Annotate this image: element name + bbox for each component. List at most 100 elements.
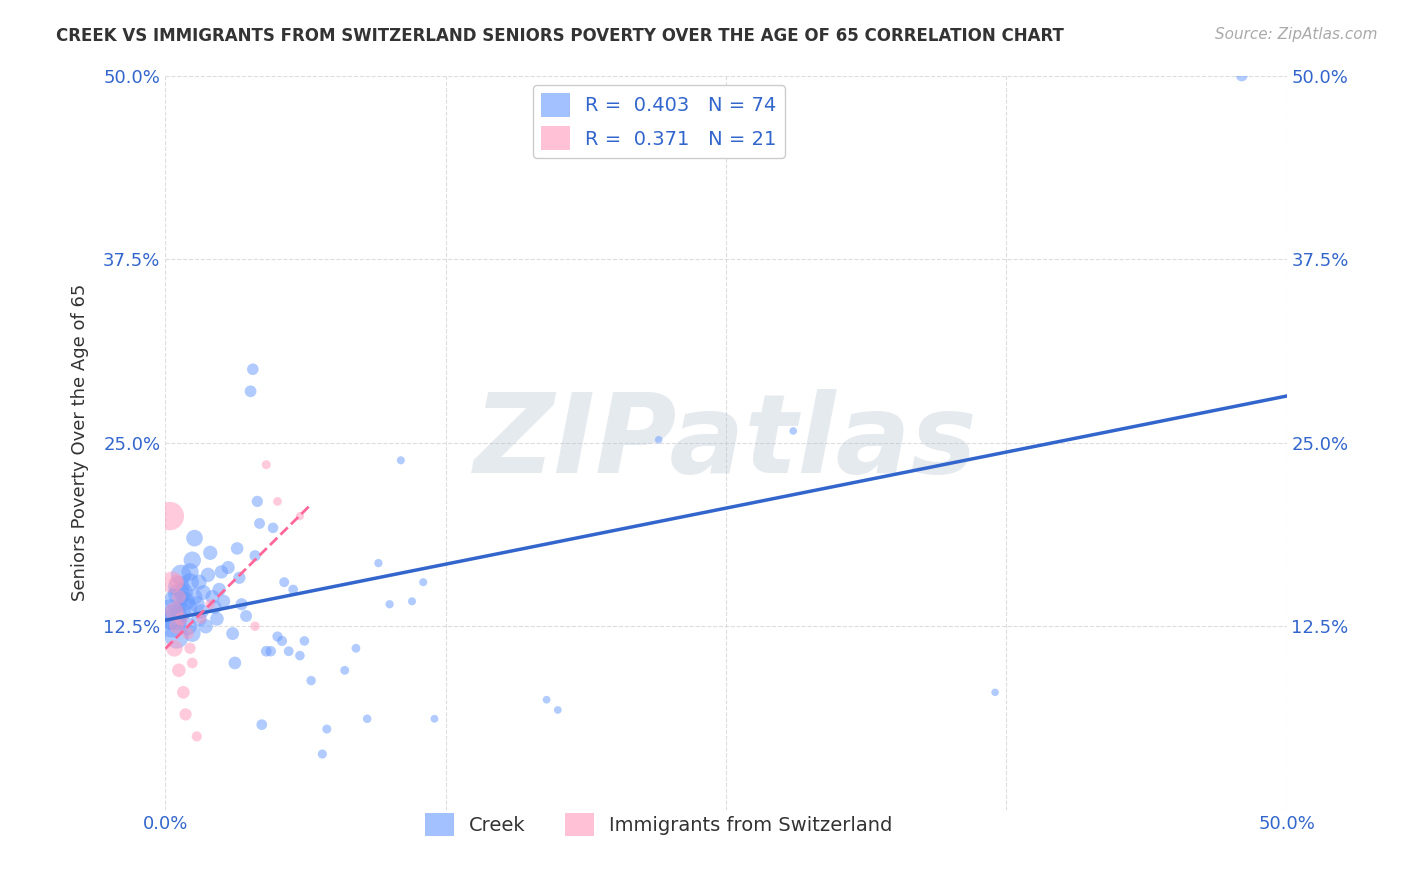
Point (177, 600, 200, 615)
Point (177, 619, 200, 633)
Point (243, 619, 266, 633)
Point (273, 575, 295, 590)
Point (200, 546, 222, 560)
Point (356, 712, 378, 726)
Point (177, 626, 200, 640)
Point (167, 580, 190, 594)
Legend: Creek, Immigrants from Switzerland: Creek, Immigrants from Switzerland (416, 805, 901, 844)
Point (315, 722, 337, 736)
Point (782, 424, 804, 438)
Point (183, 590, 205, 604)
Point (266, 494, 288, 508)
Point (174, 594, 197, 608)
Point (221, 626, 243, 640)
Point (547, 703, 569, 717)
Point (170, 567, 193, 582)
Point (212, 594, 235, 608)
Point (159, 509, 181, 524)
Point (243, 549, 266, 563)
Point (271, 634, 294, 648)
Point (188, 575, 211, 590)
Point (159, 607, 181, 622)
Point (181, 553, 204, 567)
Point (160, 616, 183, 631)
Point (170, 612, 193, 626)
Y-axis label: Seniors Poverty Over the Age of 65: Seniors Poverty Over the Age of 65 (72, 284, 89, 601)
Point (190, 605, 212, 619)
Point (217, 560, 239, 574)
Point (172, 585, 194, 599)
Point (423, 712, 446, 726)
Point (174, 707, 197, 722)
Point (208, 582, 231, 597)
Point (190, 612, 212, 626)
Text: ZIPatlas: ZIPatlas (474, 389, 977, 496)
Point (200, 597, 222, 611)
Point (163, 641, 186, 656)
Point (194, 619, 217, 633)
Point (344, 641, 367, 656)
Point (647, 433, 669, 447)
Point (197, 567, 219, 582)
Point (288, 648, 311, 663)
Point (333, 663, 356, 677)
Point (186, 597, 208, 611)
Point (984, 685, 1007, 699)
Point (186, 730, 208, 744)
Text: Source: ZipAtlas.com: Source: ZipAtlas.com (1215, 27, 1378, 42)
Point (205, 612, 228, 626)
Point (193, 585, 215, 599)
Point (254, 458, 277, 472)
Point (167, 587, 190, 601)
Point (167, 663, 190, 677)
Point (181, 656, 204, 670)
Point (262, 521, 284, 535)
Point (209, 565, 232, 579)
Point (412, 575, 434, 590)
Point (246, 494, 269, 508)
Point (389, 453, 412, 467)
Point (163, 605, 186, 619)
Point (166, 592, 188, 607)
Point (235, 609, 257, 624)
Point (283, 582, 305, 597)
Point (166, 630, 188, 644)
Point (228, 571, 250, 585)
Point (204, 600, 226, 615)
Point (167, 590, 190, 604)
Point (183, 531, 205, 545)
Point (292, 634, 315, 648)
Point (172, 685, 194, 699)
Point (163, 610, 186, 624)
Point (160, 575, 183, 590)
Text: CREEK VS IMMIGRANTS FROM SWITZERLAND SENIORS POVERTY OVER THE AGE OF 65 CORRELAT: CREEK VS IMMIGRANTS FROM SWITZERLAND SEN… (56, 27, 1064, 45)
Point (266, 630, 288, 644)
Point (231, 597, 253, 611)
Point (166, 575, 188, 590)
Point (179, 641, 201, 656)
Point (181, 626, 204, 640)
Point (179, 565, 201, 579)
Point (239, 384, 262, 399)
Point (401, 594, 423, 608)
Point (311, 747, 333, 761)
Point (288, 509, 311, 524)
Point (254, 644, 277, 658)
Point (536, 692, 558, 706)
Point (226, 541, 249, 556)
Point (170, 605, 193, 619)
Point (260, 644, 283, 658)
Point (367, 556, 389, 570)
Point (166, 619, 188, 633)
Point (249, 516, 271, 531)
Point (188, 612, 211, 626)
Point (201, 590, 224, 604)
Point (277, 644, 299, 658)
Point (242, 362, 264, 376)
Point (250, 717, 273, 731)
Point (299, 673, 322, 688)
Point (179, 575, 201, 590)
Point (224, 656, 246, 670)
Point (378, 597, 401, 611)
Point (1230, 69, 1253, 83)
